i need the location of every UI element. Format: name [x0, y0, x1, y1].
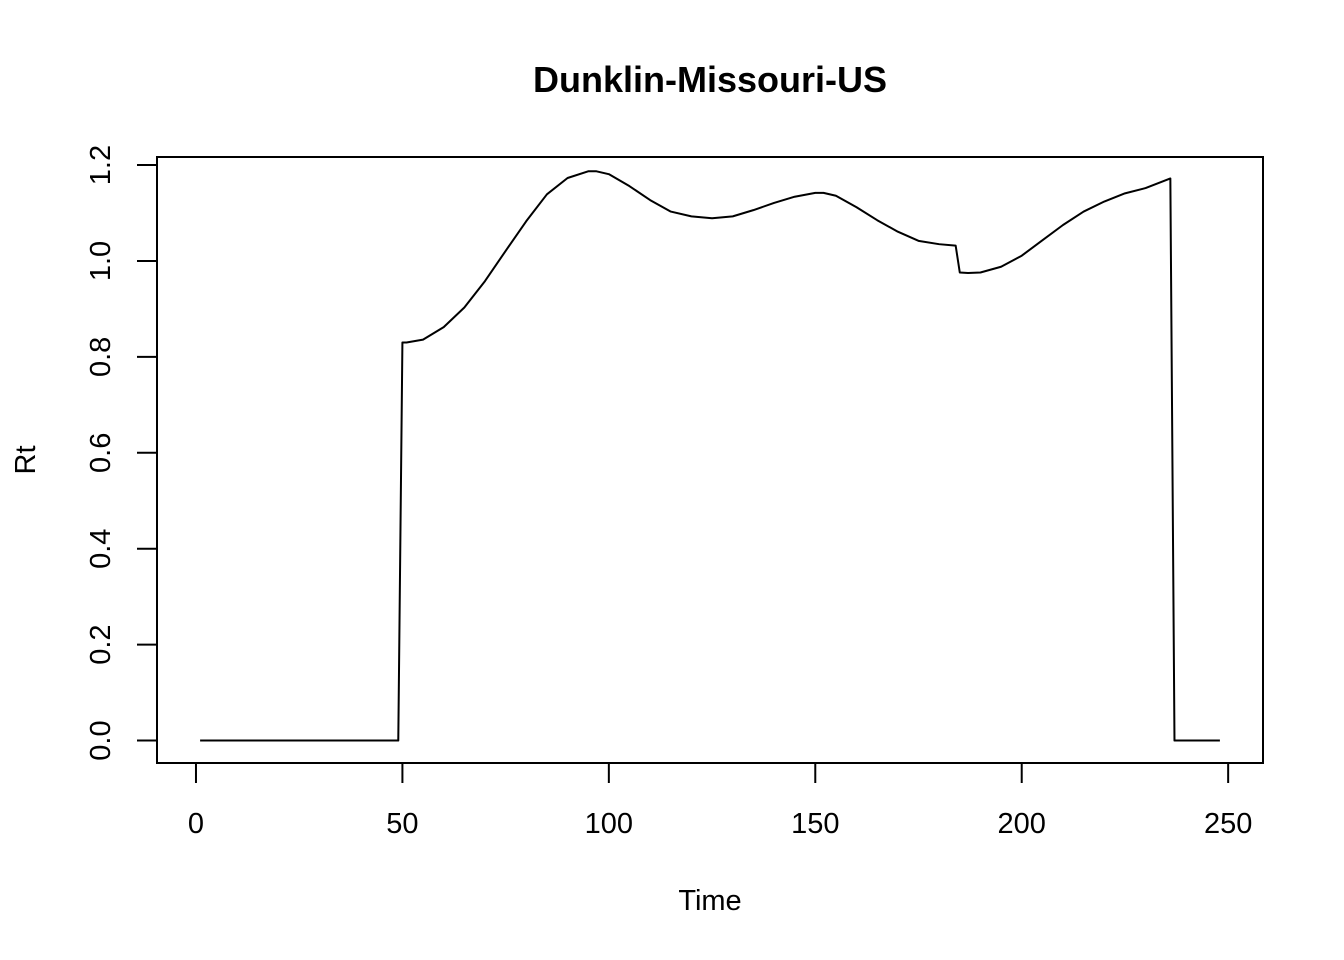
y-tick-label: 1.2	[85, 145, 117, 185]
x-tick-label: 50	[386, 808, 418, 840]
x-tick-label: 150	[791, 808, 839, 840]
plot-frame	[156, 156, 1264, 764]
x-tick-label: 0	[188, 808, 204, 840]
y-tick-label: 0.2	[85, 624, 117, 664]
y-axis-label: Rt	[10, 446, 42, 475]
series-line	[200, 170, 1220, 742]
x-tick-label: 200	[998, 808, 1046, 840]
x-axis-label: Time	[678, 885, 741, 917]
series-layer	[200, 170, 1220, 742]
x-tick-label: 250	[1204, 808, 1252, 840]
chart-title: Dunklin-Missouri-US	[533, 59, 887, 100]
y-tick-label: 0.6	[85, 433, 117, 473]
x-tick-label: 100	[585, 808, 633, 840]
x-axis: 0 50 100 150 200 250	[188, 762, 1252, 840]
y-tick-label: 0.8	[85, 337, 117, 377]
y-tick-label: 0.0	[85, 720, 117, 760]
y-tick-label: 0.4	[85, 529, 117, 569]
y-axis: 0.0 0.2 0.4 0.6 0.8 1.0 1.2	[85, 145, 158, 761]
y-tick-label: 1.0	[85, 241, 117, 281]
